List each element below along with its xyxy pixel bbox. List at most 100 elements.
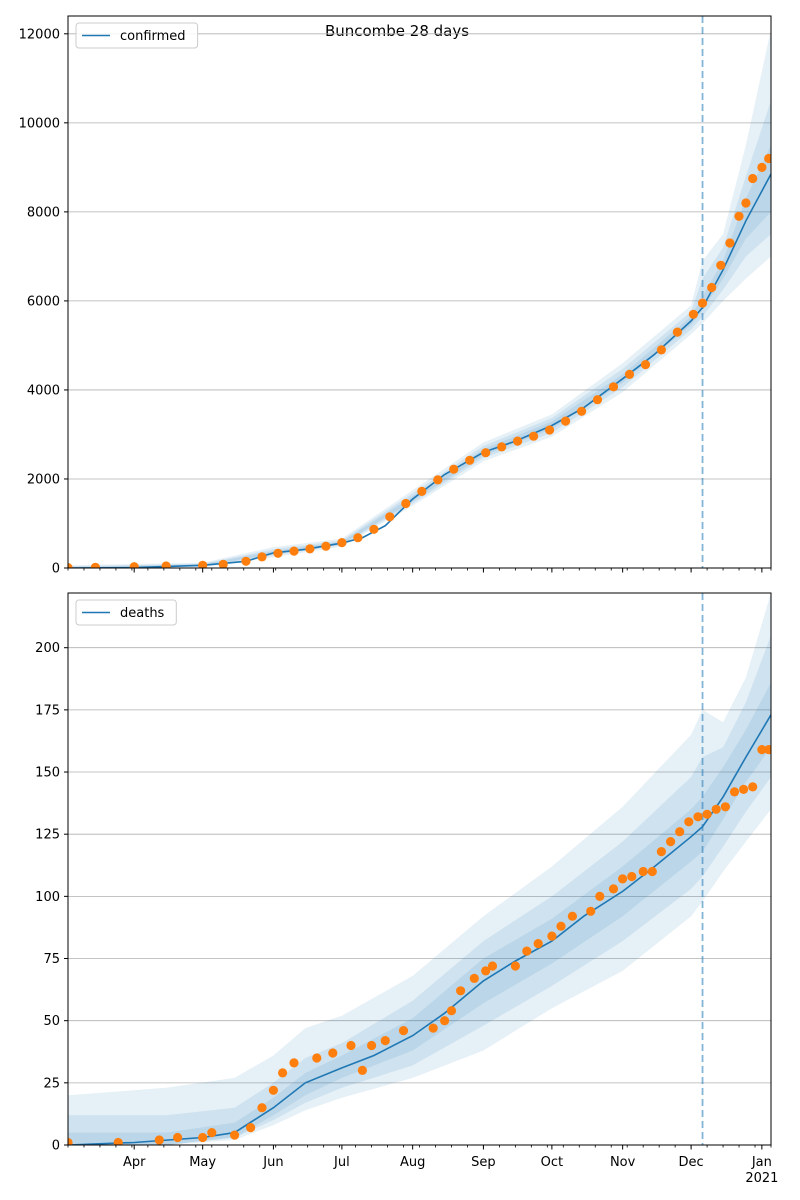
observed-point xyxy=(595,891,605,902)
observed-point xyxy=(522,946,532,956)
observed-point xyxy=(367,1040,377,1051)
confirmed-panel: Buncombe 28 days 0 2000 4000 6000 8000 10000 1… xyxy=(19,15,772,577)
observed-point xyxy=(711,804,721,814)
observed-point xyxy=(289,546,299,556)
observed-point xyxy=(401,498,411,509)
y-tick-label: 8000 xyxy=(27,205,60,220)
y-tick-label: 175 xyxy=(35,703,60,718)
observed-point xyxy=(741,198,751,208)
observed-point xyxy=(624,369,635,379)
observed-point xyxy=(608,884,619,894)
observed-point xyxy=(337,538,347,548)
observed-point xyxy=(328,1048,338,1058)
observed-point xyxy=(586,906,596,916)
observed-point xyxy=(129,562,139,568)
observed-point xyxy=(68,563,73,568)
legend-label: deaths xyxy=(120,606,165,621)
observed-point xyxy=(577,406,587,416)
x-tick-label: Oct xyxy=(541,1155,563,1170)
observed-point xyxy=(707,282,717,293)
observed-point xyxy=(241,556,251,566)
observed-point xyxy=(353,533,363,543)
observed-point xyxy=(618,874,628,884)
x-tick-label: Nov xyxy=(610,1155,636,1170)
observed-point xyxy=(68,1137,73,1145)
y-tick-label: 0 xyxy=(52,562,60,577)
observed-point xyxy=(688,309,699,319)
y-tick-label: 50 xyxy=(43,1014,60,1029)
observed-point xyxy=(446,1006,457,1016)
observed-point xyxy=(545,425,555,435)
y-tick-label: 0 xyxy=(52,1139,60,1154)
observed-point xyxy=(278,1068,288,1078)
observed-point xyxy=(510,961,520,971)
observed-point xyxy=(161,561,171,568)
observed-point xyxy=(268,1085,278,1095)
observed-point xyxy=(487,961,498,971)
observed-point xyxy=(716,260,726,270)
observed-point xyxy=(666,837,676,847)
observed-point xyxy=(764,153,771,164)
x-tick-label: May xyxy=(189,1155,216,1170)
x-tick-label: Jan xyxy=(751,1155,772,1170)
x-tick-label: Jun xyxy=(262,1155,283,1170)
observed-point xyxy=(90,562,100,568)
chart-title: Buncombe 28 days xyxy=(325,22,469,40)
legend-label: confirmed xyxy=(120,29,186,44)
y-tick-label: 10000 xyxy=(19,116,60,131)
legend: confirmed xyxy=(75,22,199,49)
axes: 0 2000 4000 6000 8000 10000 12000 xyxy=(19,15,772,577)
observed-point xyxy=(513,436,523,446)
observed-point xyxy=(556,921,566,931)
observed-point xyxy=(739,784,749,795)
observed-point xyxy=(380,1036,390,1046)
observed-point xyxy=(638,866,648,877)
observed-points xyxy=(68,745,771,1145)
y-tick-label: 12000 xyxy=(19,27,60,42)
observed-point xyxy=(428,1023,438,1033)
observed-point xyxy=(497,442,507,452)
observed-point xyxy=(533,939,543,949)
y-tick-label: 25 xyxy=(43,1076,60,1091)
observed-point xyxy=(230,1130,240,1140)
observed-point xyxy=(720,802,731,812)
observed-point xyxy=(640,360,651,370)
observed-point xyxy=(312,1053,322,1063)
y-tick-label: 75 xyxy=(43,952,60,967)
observed-point xyxy=(456,986,466,996)
observed-point xyxy=(173,1132,183,1143)
observed-point xyxy=(627,871,637,882)
observed-point xyxy=(547,931,557,941)
observed-point xyxy=(198,560,208,568)
legend-box xyxy=(75,599,177,626)
confidence-bands xyxy=(68,593,771,1145)
observed-point xyxy=(656,345,667,355)
observed-point xyxy=(257,552,267,562)
y-tick-label: 125 xyxy=(35,828,60,843)
observed-point xyxy=(725,238,735,248)
observed-point xyxy=(684,817,694,827)
observed-point xyxy=(305,544,315,554)
observed-point xyxy=(246,1123,256,1133)
y-tick-label: 6000 xyxy=(27,294,60,309)
observed-point xyxy=(481,966,491,976)
y-tick-label: 2000 xyxy=(27,472,60,487)
x-tick-label: Dec xyxy=(679,1155,704,1170)
observed-point xyxy=(748,782,758,792)
y-tick-label: 200 xyxy=(35,641,60,656)
observed-point xyxy=(433,475,443,485)
observed-point xyxy=(385,512,395,522)
observed-point xyxy=(154,1135,164,1145)
observed-point xyxy=(529,431,539,441)
observed-point xyxy=(656,847,667,857)
observed-point xyxy=(449,464,459,474)
axes: 0 25 50 75 100 125 150 175 200 Apr May Jun Jul Aug Sep… xyxy=(35,592,778,1186)
y-tick-label: 100 xyxy=(35,890,60,905)
observed-point xyxy=(346,1040,356,1051)
observed-point xyxy=(113,1137,123,1145)
observed-point xyxy=(465,455,475,465)
observed-point xyxy=(369,524,379,534)
observed-point xyxy=(608,382,619,392)
observed-point xyxy=(321,541,331,551)
x-tick-label: Jul xyxy=(333,1155,350,1170)
